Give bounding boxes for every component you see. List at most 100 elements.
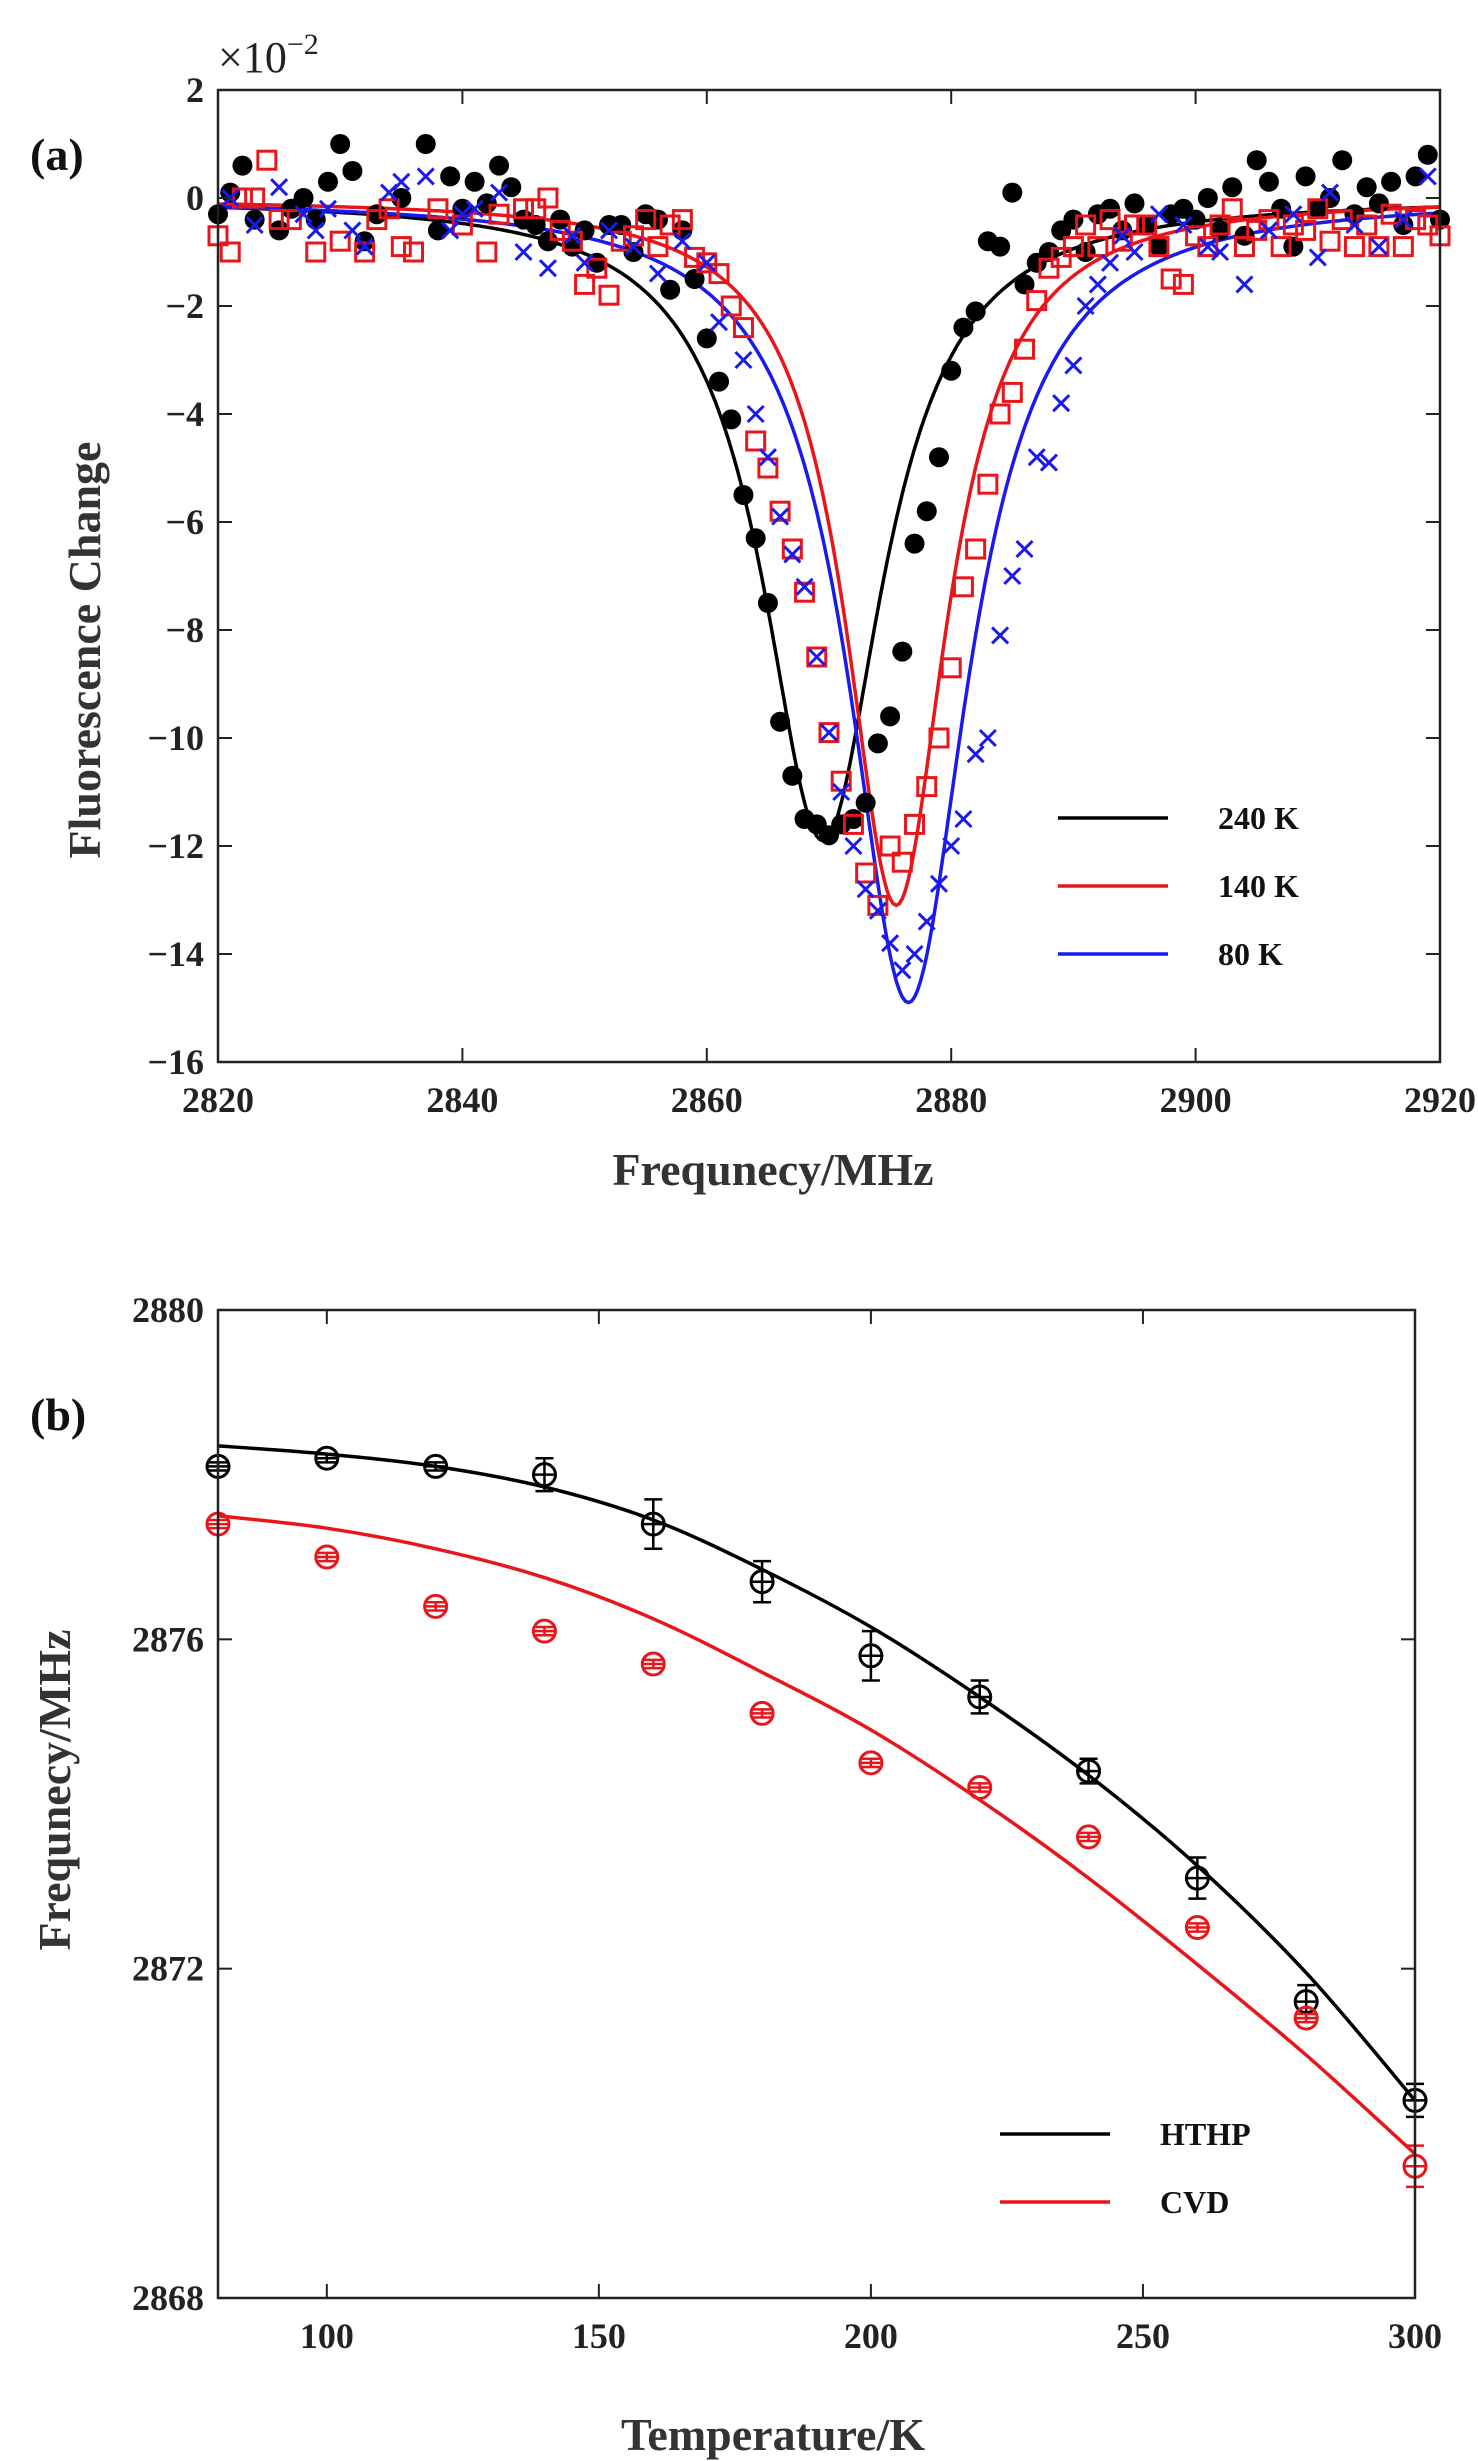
data-point-240k bbox=[1246, 150, 1267, 171]
data-point-240k bbox=[464, 171, 485, 192]
data-point-cvd bbox=[749, 1700, 775, 1726]
data-point-240k bbox=[1185, 209, 1206, 230]
data-point-240k bbox=[855, 792, 876, 813]
data-point-80k bbox=[1076, 296, 1095, 316]
x-tick-label: 300 bbox=[1388, 2316, 1442, 2356]
data-point-240k bbox=[1356, 177, 1377, 198]
data-point-240k bbox=[684, 269, 705, 289]
data-point-80k bbox=[270, 178, 289, 197]
data-point-140k bbox=[1356, 214, 1378, 236]
data-point-140k bbox=[390, 236, 412, 258]
data-point-cvd bbox=[640, 1651, 666, 1677]
data-point-80k bbox=[648, 264, 667, 283]
data-point-80k bbox=[856, 880, 875, 899]
data-point-80k bbox=[893, 961, 912, 980]
data-point-240k bbox=[293, 188, 314, 208]
y-tick-label: −12 bbox=[147, 826, 204, 866]
data-point-240k bbox=[244, 209, 265, 230]
data-point-140k bbox=[855, 862, 877, 884]
data-point-80k bbox=[1100, 253, 1120, 272]
data-point-140k bbox=[891, 851, 913, 873]
data-point-80k bbox=[392, 172, 411, 191]
data-point-140k bbox=[403, 241, 425, 263]
data-point-hthp bbox=[531, 1462, 557, 1488]
data-point-140k bbox=[696, 252, 718, 274]
y-tick-label: −16 bbox=[147, 1042, 204, 1082]
data-point-140k bbox=[745, 430, 767, 452]
data-point-hthp bbox=[314, 1445, 340, 1471]
panel-label-b: (b) bbox=[30, 1389, 86, 1440]
y-multiplier: ×10−2 bbox=[218, 28, 319, 82]
data-point-240k bbox=[1320, 188, 1341, 208]
data-point-140k bbox=[1124, 214, 1145, 236]
data-point-80k bbox=[1418, 167, 1437, 186]
data-point-80k bbox=[807, 647, 826, 667]
data-point-240k bbox=[452, 198, 473, 219]
data-point-80k bbox=[832, 782, 851, 802]
data-point-140k bbox=[1233, 236, 1255, 258]
data-point-80k bbox=[1039, 453, 1059, 472]
legend-label: HTHP bbox=[1160, 2116, 1251, 2152]
data-point-240k bbox=[391, 188, 412, 208]
data-point-140k bbox=[525, 198, 547, 220]
legend-label: 140 K bbox=[1218, 868, 1299, 904]
data-point-140k bbox=[574, 273, 596, 295]
data-point-hthp bbox=[967, 1684, 993, 1710]
data-point-80k bbox=[709, 313, 729, 332]
data-point-240k bbox=[1197, 188, 1218, 208]
legend-label: 80 K bbox=[1218, 936, 1283, 972]
y-tick-label: 2880 bbox=[132, 1290, 204, 1330]
data-point-240k bbox=[696, 328, 717, 349]
data-point-240k bbox=[489, 155, 510, 176]
data-point-140k bbox=[513, 198, 534, 220]
data-point-240k bbox=[1063, 209, 1084, 230]
data-point-240k bbox=[269, 220, 290, 241]
data-point-140k bbox=[231, 187, 253, 209]
data-point-240k bbox=[342, 161, 363, 181]
data-point-240k bbox=[427, 220, 448, 241]
data-point-240k bbox=[867, 733, 888, 754]
y-tick-label: 2872 bbox=[132, 1949, 204, 1989]
data-point-240k bbox=[647, 209, 668, 230]
data-point-140k bbox=[1087, 236, 1109, 258]
legend-a: 240 K 140 K 80 K bbox=[1058, 800, 1299, 972]
data-point-140k bbox=[1197, 236, 1219, 258]
fit-line-140k bbox=[217, 202, 1441, 908]
data-point-140k bbox=[1319, 230, 1341, 252]
data-point-240k bbox=[317, 171, 338, 192]
data-point-140k bbox=[1185, 225, 1207, 247]
data-point-140k bbox=[769, 500, 791, 522]
data-point-240k bbox=[1075, 242, 1096, 262]
data-point-hthp bbox=[1184, 1865, 1210, 1891]
data-point-cvd bbox=[314, 1544, 340, 1570]
data-point-240k bbox=[733, 485, 754, 505]
data-point-240k bbox=[990, 236, 1011, 257]
data-point-cvd bbox=[1184, 1915, 1210, 1940]
data-point-80k bbox=[563, 226, 582, 245]
data-point-80k bbox=[318, 199, 338, 218]
data-point-80k bbox=[868, 901, 887, 920]
data-point-80k bbox=[795, 577, 814, 596]
data-point-140k bbox=[1368, 236, 1390, 258]
data-point-80k bbox=[1284, 205, 1303, 224]
y-tick-label: −4 bbox=[165, 394, 204, 434]
data-point-80k bbox=[905, 944, 924, 964]
data-point-80k bbox=[1113, 226, 1132, 245]
data-point-140k bbox=[1209, 214, 1231, 236]
data-point-240k bbox=[1258, 171, 1279, 192]
data-point-80k bbox=[1027, 448, 1046, 467]
data-point-140k bbox=[1038, 257, 1060, 279]
data-point-140k bbox=[378, 198, 400, 220]
data-point-80k bbox=[881, 934, 900, 953]
data-point-80k bbox=[575, 253, 594, 272]
data-point-80k bbox=[1345, 215, 1364, 235]
y-tick-label: 2876 bbox=[132, 1619, 204, 1659]
data-point-240k bbox=[1148, 236, 1169, 257]
x-tick-label: 2860 bbox=[671, 1080, 743, 1120]
data-point-80k bbox=[819, 723, 839, 742]
data-point-80k bbox=[966, 745, 985, 764]
data-point-140k bbox=[280, 209, 302, 231]
data-point-240k bbox=[916, 501, 937, 522]
data-point-140k bbox=[256, 149, 278, 171]
y-tick-label: 2868 bbox=[132, 2278, 204, 2318]
